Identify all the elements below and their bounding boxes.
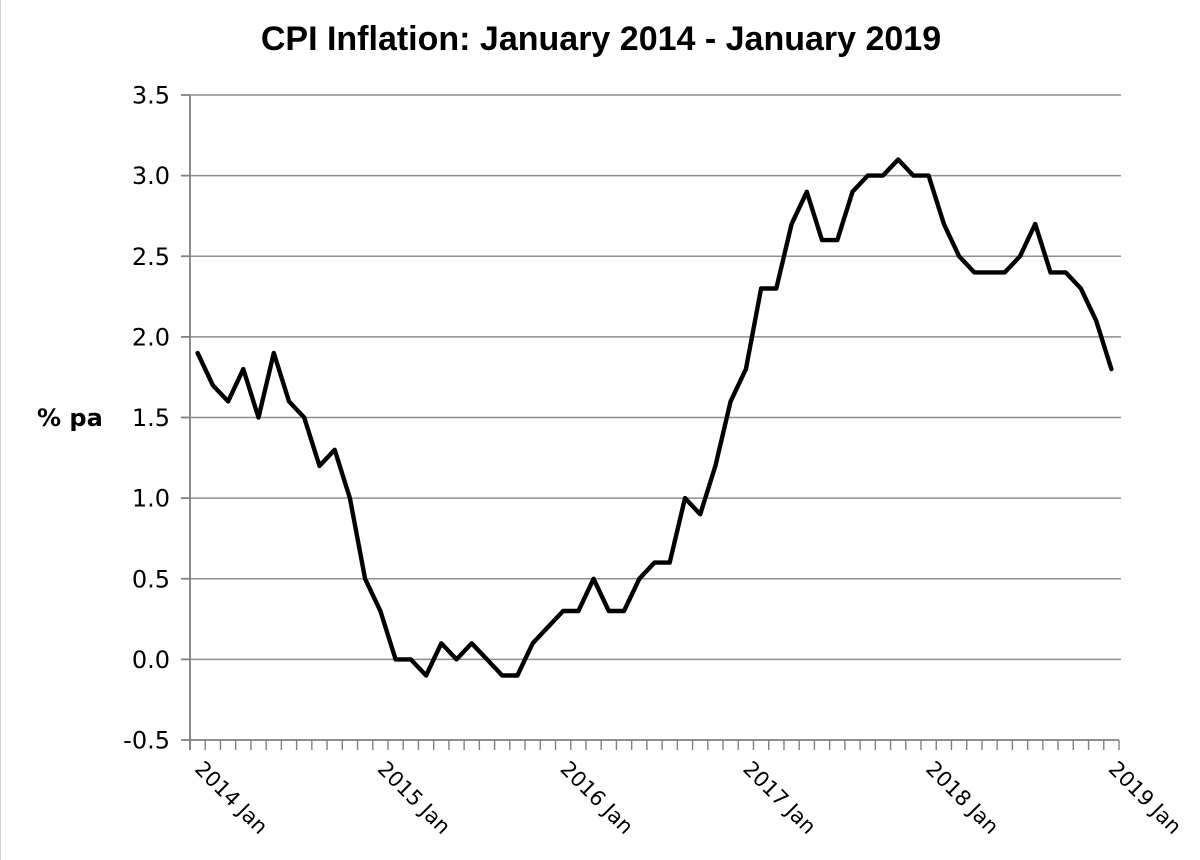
x-tick-label: 2018 Jan <box>921 757 1003 839</box>
x-tick-label: 2016 Jan <box>556 757 638 839</box>
y-tick-label: 1.5 <box>132 404 170 432</box>
chart-title: CPI Inflation: January 2014 - January 20… <box>260 20 942 58</box>
y-tick-label: 0.5 <box>132 565 170 593</box>
cpi-data-line <box>195 157 1114 678</box>
y-tick-label: 2.0 <box>132 323 170 351</box>
x-tick-label: 2019 Jan <box>1104 757 1186 839</box>
y-tick-label: 3.0 <box>132 162 170 190</box>
y-tick-label: 1.0 <box>132 485 170 513</box>
x-tick-label: 2017 Jan <box>738 757 820 839</box>
x-tick-label: 2014 Jan <box>190 757 272 839</box>
y-tick-label: 3.5 <box>132 82 170 110</box>
x-tick-label: 2015 Jan <box>373 757 455 839</box>
y-tick-label: 0.0 <box>132 646 170 674</box>
y-tick-label: -0.5 <box>123 727 170 755</box>
y-axis-title: % pa <box>37 404 103 432</box>
y-tick-label: 2.5 <box>132 243 170 271</box>
